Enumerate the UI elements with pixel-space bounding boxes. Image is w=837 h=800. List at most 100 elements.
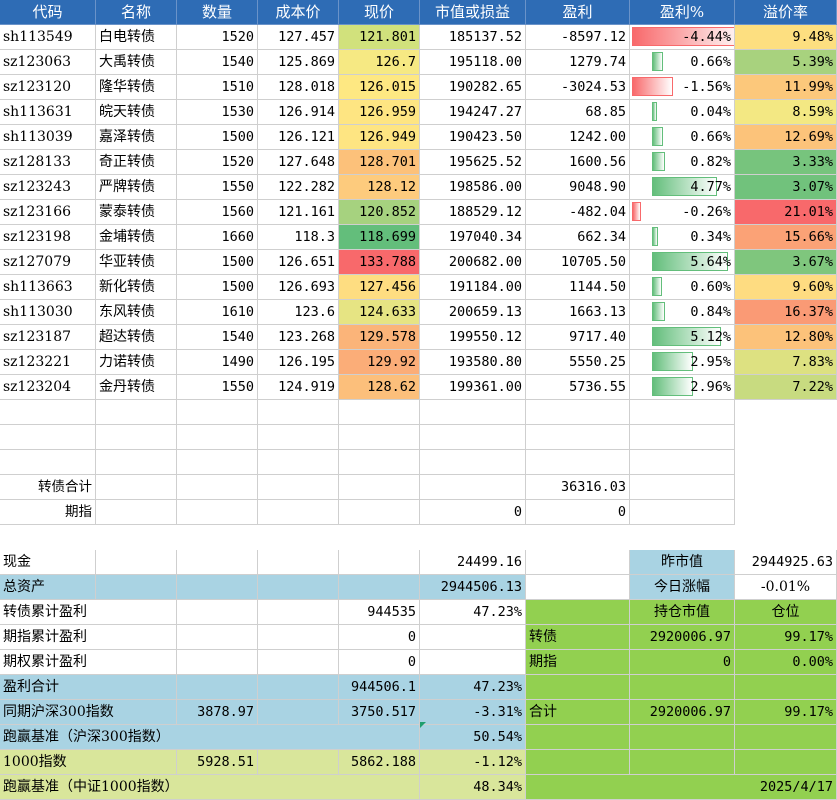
- row-premium[interactable]: 12.80%: [735, 325, 837, 350]
- row-code[interactable]: sz123166: [0, 200, 96, 225]
- cb-cum-pct[interactable]: 47.23%: [420, 600, 526, 625]
- row-price[interactable]: 126.959: [339, 100, 420, 125]
- row-price[interactable]: 133.788: [339, 250, 420, 275]
- beat1000-label[interactable]: 跑赢基准（中证1000指数）: [0, 775, 420, 800]
- total-value[interactable]: 944506.1: [339, 675, 420, 700]
- row-premium[interactable]: 9.48%: [735, 25, 837, 50]
- row-code[interactable]: sh113549: [0, 25, 96, 50]
- row-premium[interactable]: 15.66%: [735, 225, 837, 250]
- row-premium[interactable]: 11.99%: [735, 75, 837, 100]
- header-qty[interactable]: 数量: [177, 0, 258, 25]
- row-qty[interactable]: 1510: [177, 75, 258, 100]
- change-label[interactable]: 今日涨幅: [630, 575, 735, 600]
- row-premium[interactable]: 12.69%: [735, 125, 837, 150]
- empty-cell[interactable]: [420, 450, 526, 475]
- pos-cb-label[interactable]: 转债: [526, 625, 630, 650]
- empty-cell[interactable]: [258, 675, 339, 700]
- row-mv[interactable]: 200682.00: [420, 250, 526, 275]
- row-cost[interactable]: 127.457: [258, 25, 339, 50]
- empty-cell[interactable]: [735, 725, 837, 750]
- row-premium[interactable]: 5.39%: [735, 50, 837, 75]
- header-name[interactable]: 名称: [96, 0, 177, 25]
- pos-ratio-label[interactable]: 仓位: [735, 600, 837, 625]
- empty-cell[interactable]: [630, 725, 735, 750]
- empty-cell[interactable]: [526, 750, 630, 775]
- header-premium[interactable]: 溢价率: [735, 0, 837, 25]
- empty-cell[interactable]: [177, 550, 258, 575]
- empty-cell[interactable]: [735, 750, 837, 775]
- row-qty[interactable]: 1560: [177, 200, 258, 225]
- empty-cell[interactable]: [339, 425, 420, 450]
- i1000-start[interactable]: 5928.51: [177, 750, 258, 775]
- empty-cell[interactable]: [630, 450, 735, 475]
- row-price[interactable]: 121.801: [339, 25, 420, 50]
- row-premium[interactable]: 7.22%: [735, 375, 837, 400]
- row-pnl[interactable]: 68.85: [526, 100, 630, 125]
- row-code[interactable]: sz123243: [0, 175, 96, 200]
- row-code[interactable]: sz123198: [0, 225, 96, 250]
- row-price[interactable]: 118.699: [339, 225, 420, 250]
- row-pnl[interactable]: -8597.12: [526, 25, 630, 50]
- empty-cell[interactable]: [96, 425, 177, 450]
- pos-total-ratio[interactable]: 99.17%: [735, 700, 837, 725]
- row-name[interactable]: 嘉泽转债: [96, 125, 177, 150]
- header-pnl-pct[interactable]: 盈利%: [630, 0, 735, 25]
- row-qty[interactable]: 1500: [177, 125, 258, 150]
- empty-cell[interactable]: [630, 750, 735, 775]
- row-qty[interactable]: 1660: [177, 225, 258, 250]
- row-mv[interactable]: 199550.12: [420, 325, 526, 350]
- row-code[interactable]: sh113030: [0, 300, 96, 325]
- empty-cell[interactable]: [258, 575, 339, 600]
- row-pnl-pct[interactable]: 5.64%: [630, 250, 735, 275]
- cb-total-pnl[interactable]: 36316.03: [526, 475, 630, 500]
- header-code[interactable]: 代码: [0, 0, 96, 25]
- row-premium[interactable]: 16.37%: [735, 300, 837, 325]
- hs300-start[interactable]: 3878.97: [177, 700, 258, 725]
- empty-cell[interactable]: [177, 500, 258, 525]
- header-mv[interactable]: 市值或损益: [420, 0, 526, 25]
- row-cost[interactable]: 123.6: [258, 300, 339, 325]
- row-pnl[interactable]: 5550.25: [526, 350, 630, 375]
- row-cost[interactable]: 126.651: [258, 250, 339, 275]
- row-price[interactable]: 128.12: [339, 175, 420, 200]
- row-pnl[interactable]: -3024.53: [526, 75, 630, 100]
- empty-cell[interactable]: [177, 600, 258, 625]
- row-name[interactable]: 白电转债: [96, 25, 177, 50]
- row-price[interactable]: 128.701: [339, 150, 420, 175]
- row-pnl-pct[interactable]: 0.82%: [630, 150, 735, 175]
- row-qty[interactable]: 1520: [177, 25, 258, 50]
- row-pnl[interactable]: 1242.00: [526, 125, 630, 150]
- empty-cell[interactable]: [96, 550, 177, 575]
- row-cost[interactable]: 124.919: [258, 375, 339, 400]
- beat1000-value[interactable]: 48.34%: [420, 775, 526, 800]
- empty-cell[interactable]: [177, 400, 258, 425]
- pos-cb-mv[interactable]: 2920006.97: [630, 625, 735, 650]
- row-mv[interactable]: 188529.12: [420, 200, 526, 225]
- row-price[interactable]: 124.633: [339, 300, 420, 325]
- row-cost[interactable]: 118.3: [258, 225, 339, 250]
- empty-cell[interactable]: [339, 500, 420, 525]
- row-pnl[interactable]: -482.04: [526, 200, 630, 225]
- pos-mv-label[interactable]: 持仓市值: [630, 600, 735, 625]
- row-qty[interactable]: 1540: [177, 325, 258, 350]
- empty-cell[interactable]: [258, 400, 339, 425]
- row-name[interactable]: 华亚转债: [96, 250, 177, 275]
- row-pnl[interactable]: 10705.50: [526, 250, 630, 275]
- empty-cell[interactable]: [526, 400, 630, 425]
- pos-total-mv[interactable]: 2920006.97: [630, 700, 735, 725]
- row-pnl-pct[interactable]: 0.34%: [630, 225, 735, 250]
- empty-cell[interactable]: [420, 425, 526, 450]
- row-price[interactable]: 120.852: [339, 200, 420, 225]
- i1000-now[interactable]: 5862.188: [339, 750, 420, 775]
- hs300-now[interactable]: 3750.517: [339, 700, 420, 725]
- row-name[interactable]: 严牌转债: [96, 175, 177, 200]
- row-price[interactable]: 128.62: [339, 375, 420, 400]
- fut-cum-value[interactable]: 0: [339, 625, 420, 650]
- row-price[interactable]: 126.949: [339, 125, 420, 150]
- row-price[interactable]: 127.456: [339, 275, 420, 300]
- cb-cum-value[interactable]: 944535: [339, 600, 420, 625]
- row-pnl[interactable]: 1663.13: [526, 300, 630, 325]
- empty-cell[interactable]: [339, 550, 420, 575]
- empty-cell[interactable]: [420, 650, 526, 675]
- row-premium[interactable]: 3.33%: [735, 150, 837, 175]
